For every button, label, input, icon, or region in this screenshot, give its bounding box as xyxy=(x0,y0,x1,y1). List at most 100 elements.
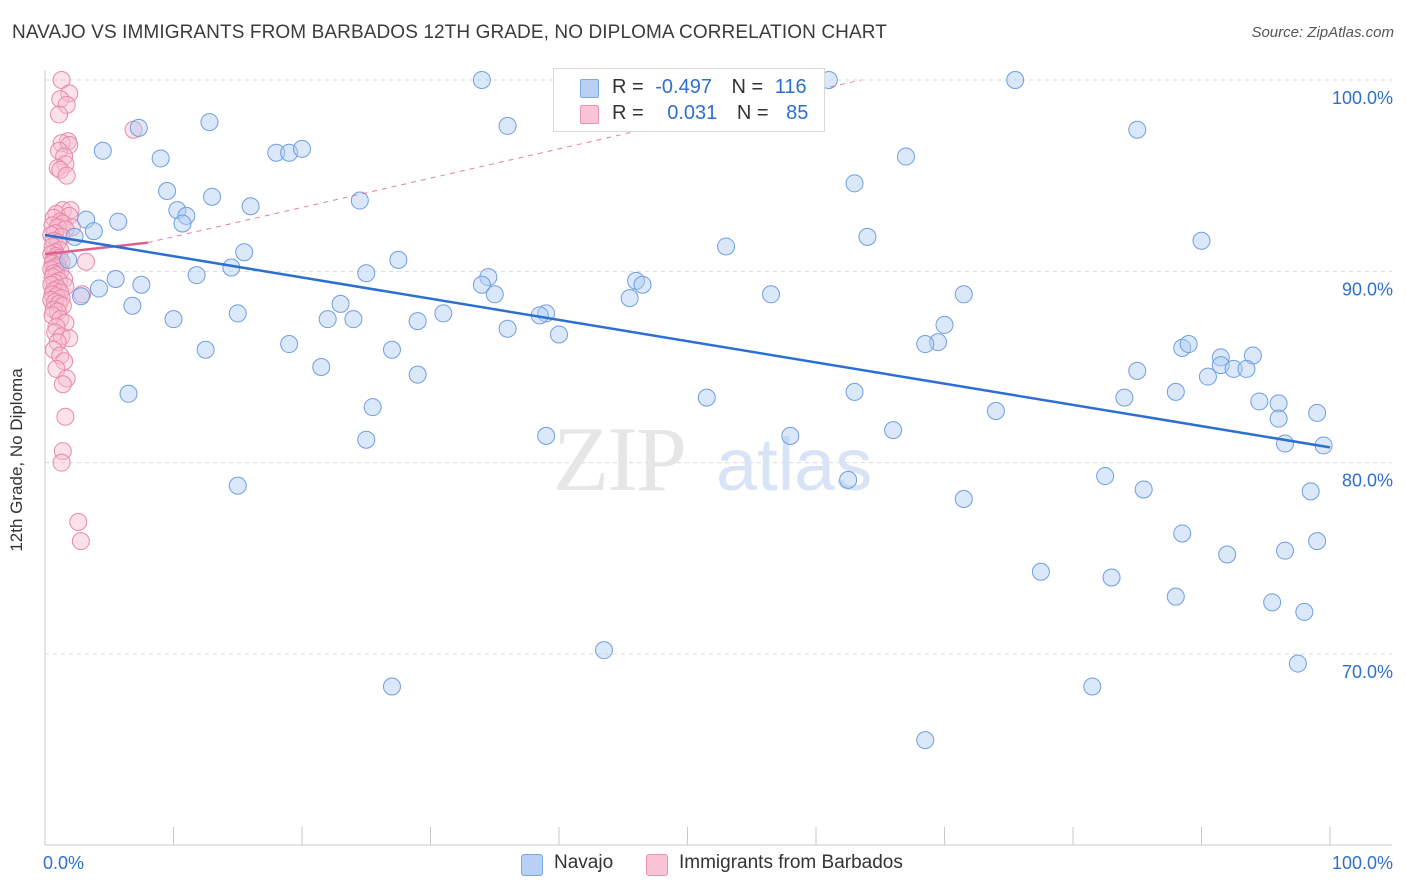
chart-title: NAVAJO VS IMMIGRANTS FROM BARBADOS 12TH … xyxy=(12,22,887,43)
navajo-point xyxy=(1096,467,1115,486)
navajo-point xyxy=(235,243,254,262)
legend-row-barbados: R = 0.031 N = 85 xyxy=(554,101,824,127)
navajo-point xyxy=(228,304,247,323)
legend-r-label: R = xyxy=(612,76,644,98)
barbados-legend-label: Immigrants from Barbados xyxy=(679,852,903,873)
watermark-atlas: atlas xyxy=(716,423,872,506)
navajo-point xyxy=(65,227,84,246)
navajo-point xyxy=(158,181,177,200)
barbados-legend-swatch xyxy=(646,854,668,876)
navajo-point xyxy=(389,250,408,269)
navajo-point xyxy=(1102,568,1121,587)
navajo-point xyxy=(633,275,652,294)
barbados-trend-line xyxy=(44,241,148,256)
navajo-point xyxy=(344,310,363,329)
navajo-point xyxy=(472,71,491,89)
legend-n-value: 85 xyxy=(786,102,809,124)
navajo-point xyxy=(1308,532,1327,551)
barbados-point xyxy=(49,105,68,124)
navajo-point xyxy=(1237,359,1256,378)
navajo-point xyxy=(1224,359,1243,378)
navajo-point xyxy=(954,490,973,509)
navajo-point xyxy=(382,340,401,359)
barbados-point xyxy=(60,84,79,103)
navajo-point xyxy=(1269,409,1288,428)
barbados-point xyxy=(52,453,71,472)
navajo-point xyxy=(1115,388,1134,407)
legend-n-label: N = xyxy=(736,102,769,124)
navajo-point xyxy=(84,222,103,241)
barbados-point xyxy=(57,95,76,114)
legend-r-value: 0.031 xyxy=(667,102,718,124)
navajo-point xyxy=(228,476,247,495)
source-label: Source: ZipAtlas.com xyxy=(1251,24,1394,41)
navajo-point xyxy=(434,304,453,323)
tick-labels: 100.0% 90.0% 80.0% 70.0% 0.0% 100.0% xyxy=(43,88,1393,873)
navajo-point xyxy=(93,141,112,160)
barbados-point xyxy=(48,159,67,178)
y-tick-label: 100.0% xyxy=(1332,88,1393,108)
navajo-point xyxy=(896,147,915,166)
navajo-point xyxy=(408,312,427,331)
correlation-legend: R = -0.497 N = 116 R = 0.031 N = 85 xyxy=(553,68,825,132)
navajo-point xyxy=(267,143,286,162)
navajo-point xyxy=(1166,382,1185,401)
navajo-point xyxy=(1263,593,1282,612)
navajo-point xyxy=(59,250,78,269)
navajo-point xyxy=(363,398,382,417)
navajo-point xyxy=(132,275,151,294)
navajo-point xyxy=(89,279,108,298)
navajo-point xyxy=(1276,434,1295,453)
navajo-point xyxy=(1173,524,1192,543)
watermark: ZIP atlas xyxy=(553,408,872,510)
navajo-legend-label: Navajo xyxy=(554,852,614,873)
navajo-point xyxy=(168,201,187,220)
navajo-point xyxy=(717,237,736,256)
navajo-point xyxy=(1198,367,1217,386)
barbados-point xyxy=(53,375,72,394)
legend-r-value: -0.497 xyxy=(655,76,712,98)
navajo-point xyxy=(1128,361,1147,380)
navajo-point xyxy=(1192,231,1211,250)
navajo-point xyxy=(550,325,568,344)
navajo-series xyxy=(59,71,1333,750)
navajo-point xyxy=(845,174,864,193)
navajo-point xyxy=(129,118,148,137)
axes xyxy=(44,70,1392,846)
barbados-point xyxy=(76,252,95,271)
legend-n-value: 116 xyxy=(774,76,807,98)
x-tick-label: 100.0% xyxy=(1332,853,1393,873)
navajo-point xyxy=(1269,394,1288,413)
navajo-point xyxy=(106,269,125,288)
navajo-point xyxy=(408,365,427,384)
x-tick-label: 0.0% xyxy=(43,853,84,873)
navajo-point xyxy=(472,275,491,294)
navajo-point xyxy=(884,421,903,440)
barbados-point xyxy=(57,166,76,185)
navajo-point xyxy=(485,285,504,304)
navajo-point xyxy=(935,315,954,334)
barbados-point xyxy=(71,532,90,551)
navajo-point xyxy=(173,214,192,233)
navajo-point xyxy=(697,388,716,407)
navajo-point xyxy=(498,116,517,135)
navajo-legend-swatch xyxy=(521,854,543,876)
navajo-point xyxy=(123,296,142,315)
barbados-point xyxy=(55,352,74,371)
navajo-point xyxy=(1083,677,1102,696)
legend-row-navajo: R = -0.497 N = 116 xyxy=(554,75,824,101)
navajo-point xyxy=(382,677,401,696)
grid-lines xyxy=(45,79,1392,655)
navajo-point xyxy=(200,113,219,132)
navajo-point xyxy=(71,287,90,306)
watermark-zip: ZIP xyxy=(553,408,685,510)
navajo-point xyxy=(916,731,935,750)
navajo-point xyxy=(280,335,299,354)
navajo-point xyxy=(620,289,639,308)
navajo-point xyxy=(318,310,337,329)
navajo-point xyxy=(479,268,498,287)
navajo-point xyxy=(119,384,138,403)
navajo-point xyxy=(109,212,128,231)
y-tick-label: 90.0% xyxy=(1342,279,1393,299)
